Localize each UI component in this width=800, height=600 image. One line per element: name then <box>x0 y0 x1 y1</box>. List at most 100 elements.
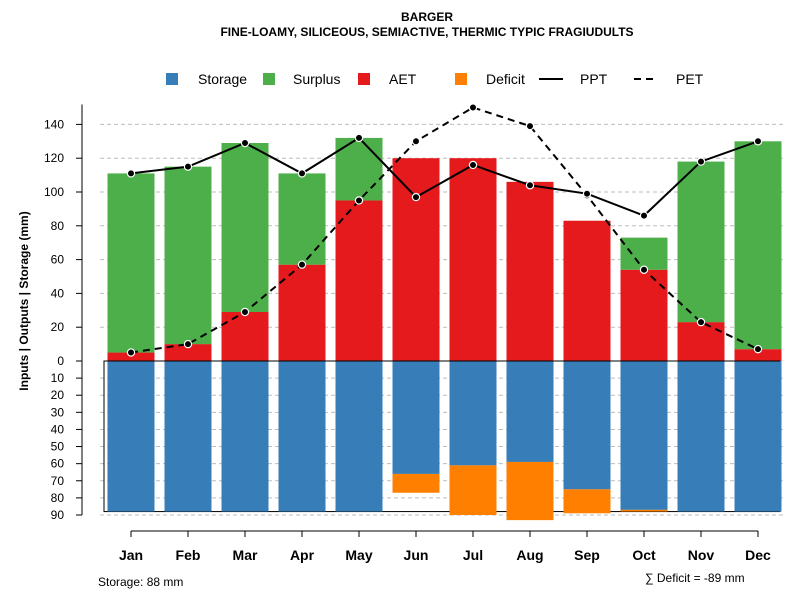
aet-bar <box>620 269 668 361</box>
surplus-bar <box>677 161 725 323</box>
ppt-pet-lines <box>126 103 763 357</box>
y-tick-label: 40 <box>51 422 65 436</box>
ppt-line-point <box>696 157 706 166</box>
legend-label: PPT <box>580 71 608 87</box>
y-tick-label: 0 <box>57 354 64 368</box>
surplus-bar <box>620 237 668 270</box>
aet-bar <box>221 311 269 361</box>
pet-line-point <box>411 137 421 146</box>
legend-swatch <box>358 73 370 85</box>
legend-label: Deficit <box>486 71 525 87</box>
pet-line-point <box>639 265 649 274</box>
ppt-line-point <box>411 192 421 202</box>
chart-subtitle: FINE-LOAMY, SILICEOUS, SEMIACTIVE, THERM… <box>220 25 633 39</box>
deficit-bar <box>449 465 497 515</box>
pet-line-point <box>183 339 193 349</box>
surplus-bar <box>734 141 782 350</box>
storage-bar <box>620 361 668 510</box>
y-tick-label: 80 <box>51 491 65 505</box>
pet-line-point <box>468 103 478 112</box>
storage-bar <box>677 361 725 512</box>
pet-line-point <box>753 344 763 354</box>
deficit-bar <box>563 489 611 514</box>
legend: Storage Surplus AET Deficit PPT PET <box>166 71 704 87</box>
ppt-line-point <box>297 169 307 178</box>
ppt-line-point <box>525 181 535 190</box>
month-label: Oct <box>632 547 656 563</box>
pet-line <box>130 106 759 354</box>
y-tick-label: 120 <box>44 151 64 165</box>
storage-footnote: Storage: 88 mm <box>98 575 183 589</box>
storage-bar <box>734 361 782 512</box>
y-tick-label: 50 <box>51 440 65 454</box>
grid-lines <box>100 123 784 516</box>
pet-line-point <box>696 317 706 327</box>
ppt-line-point <box>639 211 649 220</box>
month-label: Mar <box>233 547 258 563</box>
aet-bar <box>449 158 497 361</box>
pet-line-point <box>240 307 250 317</box>
aet-bar <box>392 158 440 361</box>
aet-bar <box>107 352 155 361</box>
y-tick-label: 20 <box>51 320 65 334</box>
month-label: May <box>345 547 372 563</box>
deficit-bar <box>392 473 440 493</box>
month-label: Sep <box>574 547 600 563</box>
y-axis-label: Inputs | Outputs | Storage (mm) <box>17 211 31 390</box>
pet-line-point <box>126 348 136 357</box>
deficit-bar <box>506 461 554 521</box>
y-tick-label: 20 <box>51 388 65 402</box>
month-label: Nov <box>688 547 715 563</box>
storage-bar <box>449 361 497 466</box>
aet-bar <box>677 322 725 361</box>
pet-line-point <box>525 121 535 131</box>
ppt-line-point <box>354 133 364 143</box>
y-tick-label: 60 <box>51 457 65 471</box>
pet-line-point <box>354 196 364 205</box>
month-label: Jun <box>404 547 429 563</box>
y-tick-label: 140 <box>44 117 64 131</box>
month-label: Dec <box>745 547 771 563</box>
ppt-line-point <box>753 137 763 146</box>
month-label: Feb <box>176 547 201 563</box>
pet-line-point <box>297 260 307 269</box>
month-label: Jan <box>119 547 143 563</box>
aet-bar <box>278 264 326 361</box>
ppt-line-point <box>582 189 592 198</box>
storage-bar <box>563 361 611 490</box>
ppt-line-point <box>126 169 136 178</box>
storage-bar <box>107 361 155 512</box>
ppt-line <box>130 136 759 217</box>
aet-bar <box>335 200 383 361</box>
y-tick-label: 70 <box>51 474 65 488</box>
y-tick-label: 60 <box>51 253 65 267</box>
month-label: Apr <box>290 547 315 563</box>
y-tick-label: 90 <box>51 508 65 522</box>
y-tick-label: 80 <box>51 219 65 233</box>
month-label: Aug <box>516 547 543 563</box>
legend-label: AET <box>389 71 417 87</box>
legend-label: Storage <box>198 71 247 87</box>
surplus-bar <box>107 173 155 353</box>
legend-label: Surplus <box>293 71 340 87</box>
storage-bar <box>335 361 383 512</box>
y-tick-label: 100 <box>44 185 64 199</box>
aet-bar <box>506 181 554 361</box>
axes: 0 20 40 60 80 100 120 140 10 20 30 40 50 60 70 80 90 Jan F… <box>44 104 771 563</box>
deficit-footnote: ∑ Deficit = -89 mm <box>645 571 745 585</box>
storage-bar <box>278 361 326 512</box>
surplus-bar <box>221 142 269 312</box>
y-tick-label: 40 <box>51 286 65 300</box>
ppt-line-point <box>240 138 250 148</box>
aet-bar <box>734 349 782 361</box>
legend-swatch <box>166 73 178 85</box>
legend-label: PET <box>676 71 704 87</box>
storage-bar <box>392 361 440 474</box>
aet-bar <box>563 220 611 361</box>
surplus-bar <box>164 166 212 345</box>
input-output-bars <box>107 137 782 361</box>
y-tick-label: 10 <box>51 371 65 385</box>
aet-bar <box>164 344 212 361</box>
month-label: Jul <box>463 547 483 563</box>
